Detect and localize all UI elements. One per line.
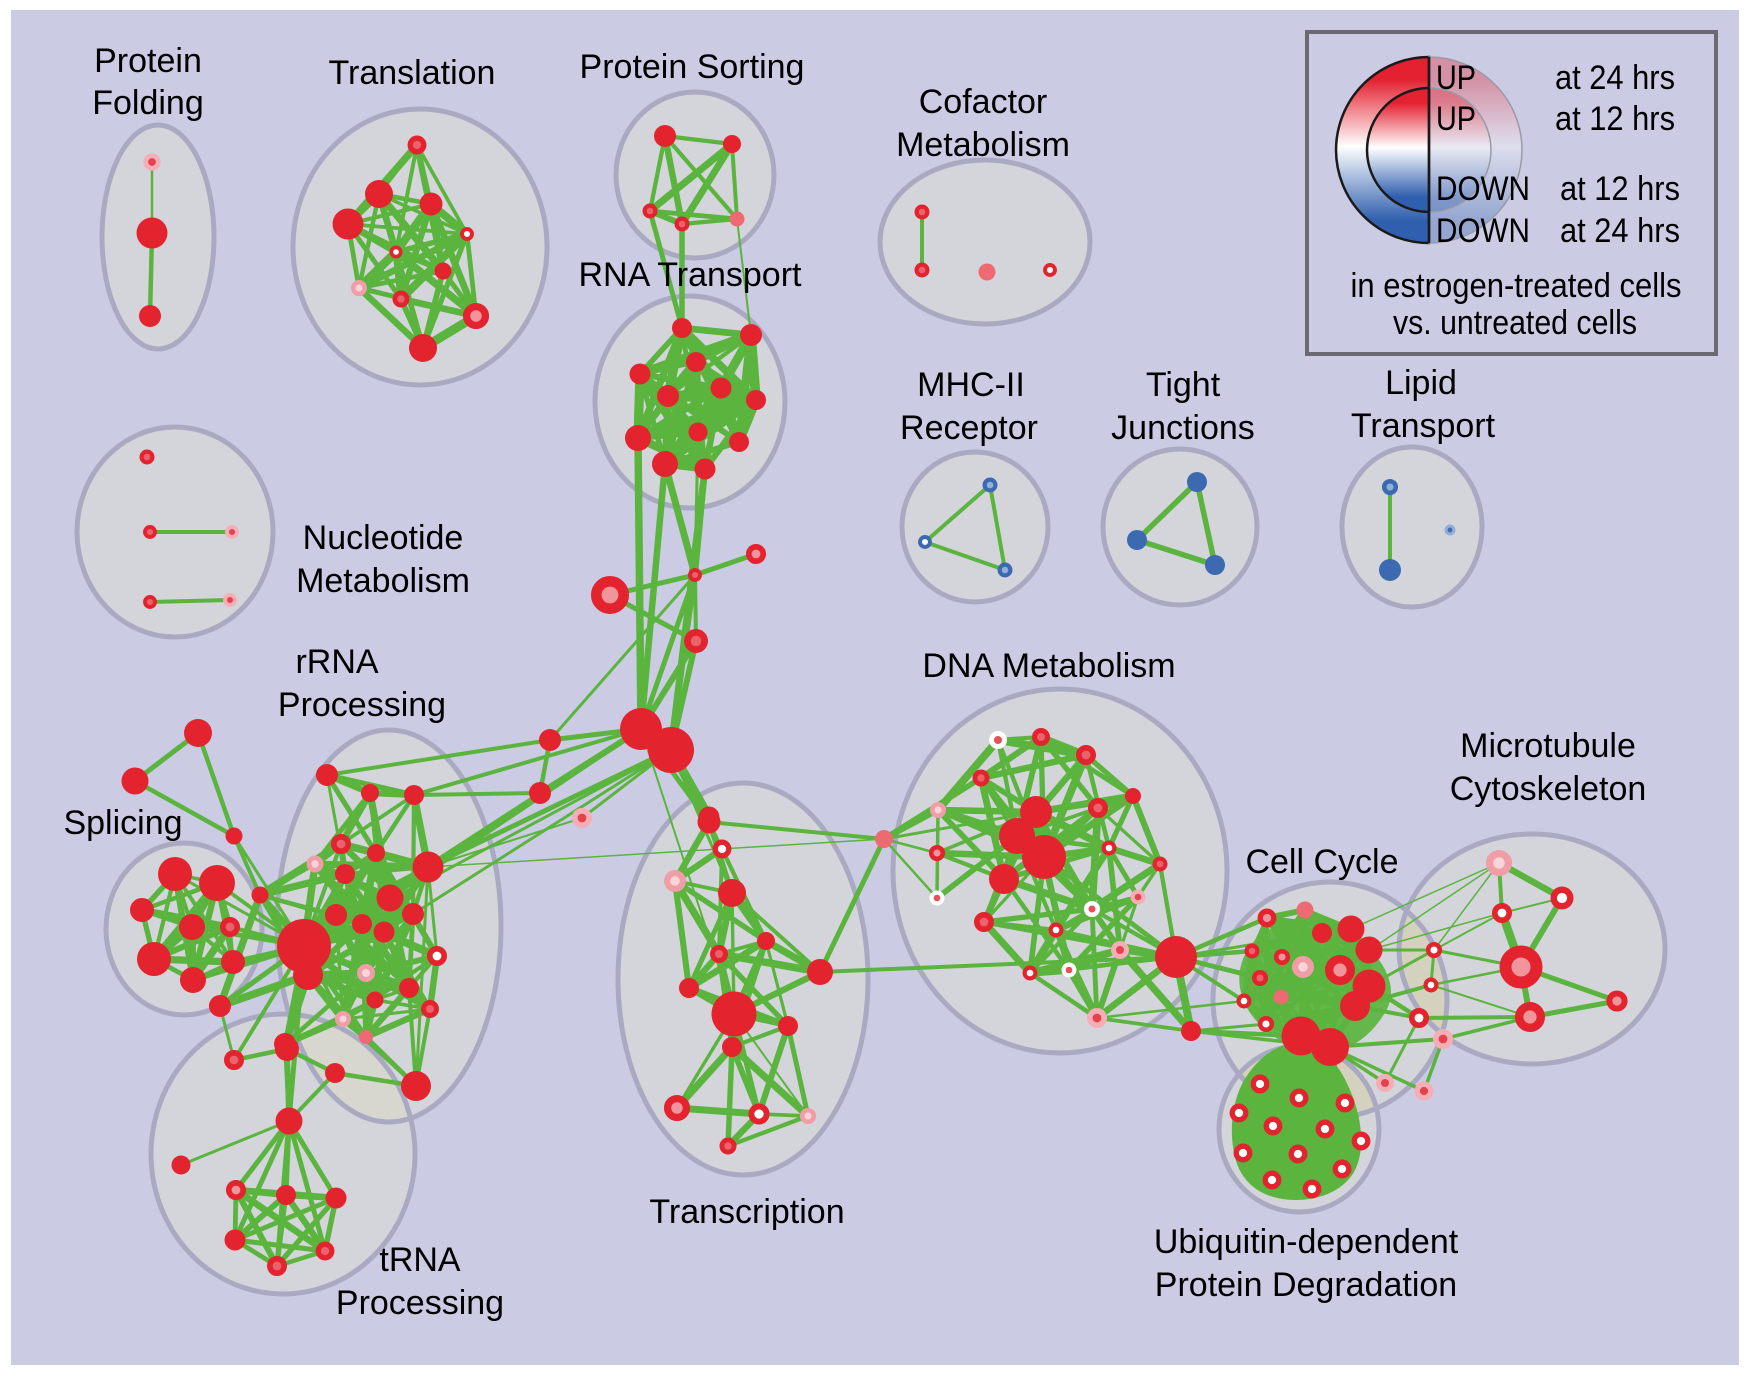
svg-text:in estrogen-treated cells: in estrogen-treated cells — [1351, 267, 1682, 305]
svg-text:Translation: Translation — [329, 54, 496, 92]
svg-text:Lipid: Lipid — [1385, 364, 1457, 402]
svg-text:Tight: Tight — [1146, 366, 1221, 404]
svg-text:Transport: Transport — [1351, 407, 1496, 445]
svg-text:at 12 hrs: at 12 hrs — [1560, 170, 1680, 208]
svg-text:UP: UP — [1436, 59, 1476, 97]
svg-text:at 12 hrs: at 12 hrs — [1555, 100, 1675, 138]
svg-text:Cell Cycle: Cell Cycle — [1245, 843, 1398, 881]
svg-text:Cytoskeleton: Cytoskeleton — [1450, 770, 1647, 808]
svg-text:Protein: Protein — [94, 42, 202, 80]
svg-text:Microtubule: Microtubule — [1460, 727, 1636, 765]
svg-text:Processing: Processing — [336, 1284, 504, 1322]
svg-text:tRNA: tRNA — [379, 1241, 461, 1279]
svg-text:UP: UP — [1436, 100, 1476, 138]
svg-text:RNA Transport: RNA Transport — [579, 256, 803, 294]
svg-text:Ubiquitin-dependent: Ubiquitin-dependent — [1154, 1223, 1459, 1261]
svg-text:MHC-II: MHC-II — [917, 366, 1025, 404]
svg-text:Nucleotide: Nucleotide — [303, 519, 464, 557]
svg-text:Transcription: Transcription — [649, 1193, 844, 1231]
svg-text:at 24 hrs: at 24 hrs — [1555, 59, 1675, 97]
svg-text:Processing: Processing — [278, 686, 446, 724]
svg-text:Splicing: Splicing — [63, 804, 182, 842]
svg-text:DOWN: DOWN — [1436, 170, 1530, 208]
svg-text:Junctions: Junctions — [1111, 409, 1255, 447]
svg-text:at 24 hrs: at 24 hrs — [1560, 212, 1680, 250]
svg-text:Protein Sorting: Protein Sorting — [580, 48, 805, 86]
svg-text:Metabolism: Metabolism — [896, 126, 1070, 164]
svg-text:Metabolism: Metabolism — [296, 562, 470, 600]
svg-text:vs. untreated cells: vs. untreated cells — [1393, 304, 1637, 342]
svg-text:Protein Degradation: Protein Degradation — [1155, 1266, 1457, 1304]
svg-text:Cofactor: Cofactor — [919, 83, 1048, 121]
svg-text:rRNA: rRNA — [295, 643, 378, 681]
svg-text:Folding: Folding — [92, 84, 204, 122]
svg-text:Receptor: Receptor — [900, 409, 1038, 447]
svg-text:DNA Metabolism: DNA Metabolism — [922, 647, 1175, 685]
svg-text:DOWN: DOWN — [1436, 212, 1530, 250]
